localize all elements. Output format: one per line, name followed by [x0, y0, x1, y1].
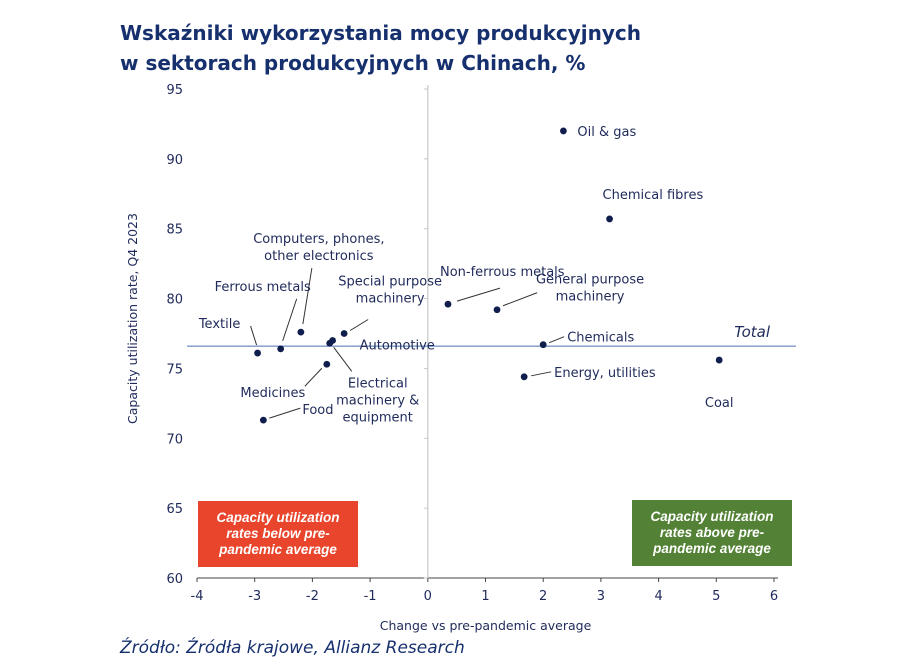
leader-line	[531, 371, 552, 377]
data-point-label: Automotive	[360, 338, 435, 353]
data-point-label: Food	[302, 403, 333, 418]
y-tick-label: 60	[166, 572, 183, 587]
data-point-label: Special purpose machinery	[338, 275, 442, 307]
data-point	[326, 339, 334, 347]
leader-line	[333, 346, 353, 372]
x-tick-label: -1	[364, 589, 377, 604]
data-point	[259, 416, 267, 424]
leader-line	[302, 268, 313, 325]
leader-line	[502, 292, 538, 307]
data-point	[297, 328, 305, 336]
leader-line	[304, 367, 323, 387]
data-point	[606, 215, 613, 223]
data-point	[539, 341, 547, 349]
chart-title: Wskaźniki wykorzystania mocy produkcyjny…	[120, 18, 641, 78]
data-point	[323, 360, 331, 368]
y-tick-label: 85	[166, 223, 183, 238]
x-tick-label: 2	[539, 589, 547, 604]
data-point-label: Non-ferrous metals	[440, 265, 565, 280]
leader-line	[349, 319, 369, 331]
data-point	[559, 127, 567, 135]
leader-line	[282, 298, 298, 342]
x-tick-label: 1	[481, 589, 489, 604]
data-point-label: Medicines	[240, 386, 305, 401]
source-note: Źródło: Źródła krajowe, Allianz Research	[120, 638, 465, 658]
y-tick-label: 65	[166, 502, 183, 517]
leader-line	[549, 336, 565, 344]
y-tick-label: 70	[166, 432, 183, 447]
y-axis-label: Capacity utilization rate, Q4 2023	[125, 213, 140, 424]
below-average-box: Capacity utilization rates below pre-pan…	[198, 501, 358, 567]
data-point	[715, 356, 723, 364]
y-tick-label: 95	[166, 83, 183, 98]
above-average-box: Capacity utilization rates above pre-pan…	[632, 500, 792, 566]
x-axis-label: Change vs pre-pandemic average	[380, 618, 592, 633]
data-point	[254, 349, 261, 357]
data-point-label: Oil & gas	[577, 125, 636, 140]
leader-line	[456, 287, 501, 302]
total-label: Total	[734, 323, 771, 341]
data-point-label: Energy, utilities	[554, 366, 656, 381]
x-tick-label: 5	[712, 589, 720, 604]
x-tick-label: -4	[191, 589, 204, 604]
x-tick-label: 4	[654, 589, 662, 604]
data-point-label: Electrical machinery & equipment	[336, 376, 419, 425]
data-point	[340, 330, 348, 337]
leader-line	[250, 325, 258, 346]
x-tick-label: -3	[248, 589, 261, 604]
y-tick-label: 75	[166, 362, 183, 377]
data-point-label: Chemical fibres	[603, 188, 704, 203]
data-point	[520, 373, 528, 381]
data-point	[444, 300, 452, 308]
data-point-label: General purpose machinery	[536, 273, 644, 305]
x-tick-label: 0	[424, 589, 432, 604]
data-point	[277, 345, 285, 353]
data-point-label: Chemicals	[567, 331, 634, 346]
leader-line	[269, 407, 301, 419]
x-tick-label: 3	[597, 589, 605, 604]
data-point	[493, 306, 501, 314]
y-tick-label: 80	[166, 293, 183, 308]
chart-title-line-2: w sektorach produkcyjnych w Chinach, %	[120, 51, 586, 75]
data-point-label: Textile	[198, 317, 241, 332]
data-point-label: Computers, phones, other electronics	[253, 232, 384, 264]
x-tick-label: 6	[770, 589, 778, 604]
y-tick-label: 90	[166, 153, 183, 168]
x-tick-label: -2	[306, 589, 319, 604]
chart-title-line-1: Wskaźniki wykorzystania mocy produkcyjny…	[120, 21, 642, 45]
data-point-label: Coal	[705, 396, 734, 411]
data-point-label: Ferrous metals	[215, 280, 311, 295]
